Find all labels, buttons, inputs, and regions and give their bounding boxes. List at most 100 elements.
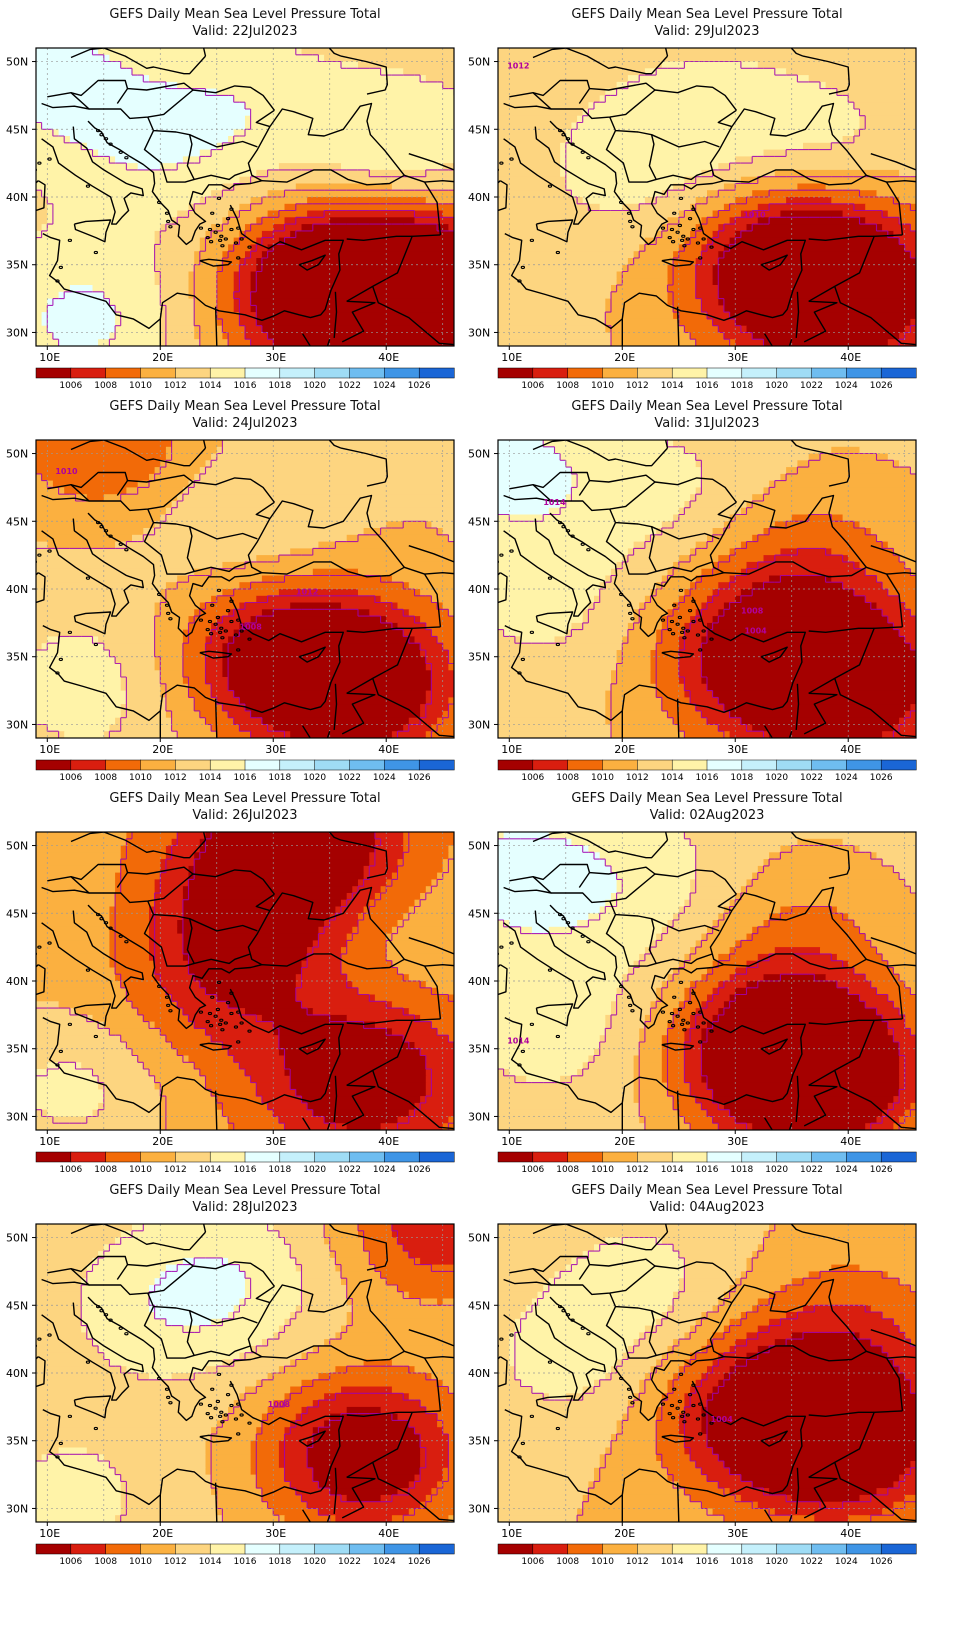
colorbar-swatch [175,1151,211,1163]
lon-tick-label: 30E [727,1527,748,1540]
colorbar-label: 1022 [800,381,823,391]
panel-valid-date: Valid: 26Jul2023 [192,808,297,823]
coastlines [36,48,454,346]
colorbar-swatch [279,1151,316,1163]
lat-tick-label: 45N [6,907,28,920]
colorbar-swatch [776,1543,813,1555]
colorbar-swatch [140,759,176,771]
lon-tick-label: 40E [840,351,861,364]
colorbar-swatch [846,1151,882,1163]
colorbar-swatch [706,1151,743,1163]
lon-tick-label: 10E [501,1135,522,1148]
lat-tick-label: 50N [468,56,490,69]
colorbar-label: 1014 [199,1165,222,1175]
colorbar-swatch [567,1543,604,1555]
lon-tick-label: 10E [39,1527,60,1540]
colorbar-label: 1024 [835,1557,858,1567]
colorbar-swatch [349,367,385,379]
colorbar-label: 1008 [556,773,579,783]
colorbar-label: 1008 [556,1557,579,1567]
colorbar-label: 1018 [268,1557,291,1567]
lat-tick-label: 40N [468,191,490,204]
colorbar-label: 1006 [521,381,544,391]
lat-tick-label: 35N [6,651,28,664]
map-panel-7: GEFS Daily Mean Sea Level Pressure Total… [0,1176,470,1586]
isobar-label: 1010 [55,467,78,476]
colorbar-label: 1008 [94,1557,117,1567]
colorbar-swatch [418,759,455,771]
coastlines [36,832,454,1130]
colorbar-label: 1012 [164,1557,187,1567]
colorbar-swatch [314,1543,351,1555]
colorbar-swatch [532,1543,569,1555]
colorbar-swatch [314,367,351,379]
isobar-label: 1014 [543,498,566,507]
colorbar-label: 1010 [129,381,152,391]
isobar-label: 1008 [268,1400,291,1409]
coastlines [498,832,916,1130]
isobar-label: 1014 [507,1036,530,1045]
colorbar-label: 1010 [129,773,152,783]
map-panel-4: GEFS Daily Mean Sea Level Pressure Total… [462,392,932,802]
colorbar-label: 1020 [303,1165,326,1175]
pressure-field [36,832,454,1130]
colorbar-swatch [70,759,107,771]
colorbar-swatch [811,1151,847,1163]
lon-tick-label: 20E [152,1527,173,1540]
coastlines [498,1224,916,1522]
panel-title: GEFS Daily Mean Sea Level Pressure Total [109,1183,380,1198]
lat-tick-label: 35N [468,651,490,664]
lon-tick-label: 20E [152,351,173,364]
isobar-lines [36,832,454,1130]
colorbar-label: 1012 [626,1165,649,1175]
lat-tick-label: 45N [468,515,490,528]
colorbar: 1006 1008 1010 1012 1014 1016 1018 1020 1022 1024… [497,1151,917,1175]
lat-tick-label: 50N [6,56,28,69]
colorbar-swatch [384,759,420,771]
colorbar-swatch [497,1543,534,1555]
colorbar-swatch [140,1151,176,1163]
panel-valid-date: Valid: 29Jul2023 [654,24,759,39]
colorbar-label: 1018 [730,381,753,391]
colorbar-label: 1026 [870,1165,893,1175]
lon-tick-label: 40E [840,1527,861,1540]
coastlines [36,440,454,738]
colorbar-swatch [314,1151,351,1163]
colorbar-label: 1024 [373,381,396,391]
isobar-label: 1012 [507,61,529,70]
lat-tick-label: 30N [468,1110,490,1123]
lat-tick-label: 40N [6,191,28,204]
lat-tick-label: 45N [468,1299,490,1312]
lat-tick-label: 35N [468,1435,490,1448]
colorbar-label: 1012 [164,1165,187,1175]
colorbar-swatch [880,759,917,771]
colorbar-label: 1026 [408,381,431,391]
colorbar-swatch [384,1543,420,1555]
colorbar-swatch [880,1151,917,1163]
colorbar-swatch [70,1543,107,1555]
pressure-field [498,1224,916,1522]
lat-tick-label: 30N [468,718,490,731]
colorbar-swatch [35,759,72,771]
lat-tick-label: 45N [468,907,490,920]
lon-tick-label: 10E [39,743,60,756]
lon-tick-label: 10E [39,351,60,364]
panel-svg: GEFS Daily Mean Sea Level Pressure Total… [468,791,917,1175]
colorbar-swatch [602,1543,638,1555]
colorbar-label: 1018 [268,773,291,783]
lon-tick-label: 30E [265,1135,286,1148]
colorbar-swatch [637,1543,673,1555]
colorbar-swatch [741,759,778,771]
colorbar-label: 1006 [521,1165,544,1175]
panel-svg: GEFS Daily Mean Sea Level Pressure Total… [6,7,455,391]
colorbar-label: 1016 [234,1165,257,1175]
lat-tick-label: 30N [468,326,490,339]
lat-tick-label: 30N [468,1502,490,1515]
colorbar-swatch [532,1151,569,1163]
lat-tick-label: 35N [6,1435,28,1448]
colorbar-label: 1016 [696,1557,719,1567]
colorbar-label: 1022 [800,1165,823,1175]
panel-svg: GEFS Daily Mean Sea Level Pressure Total… [6,791,455,1175]
map-panel-8: GEFS Daily Mean Sea Level Pressure Total… [462,1176,932,1586]
colorbar-swatch [776,1151,813,1163]
